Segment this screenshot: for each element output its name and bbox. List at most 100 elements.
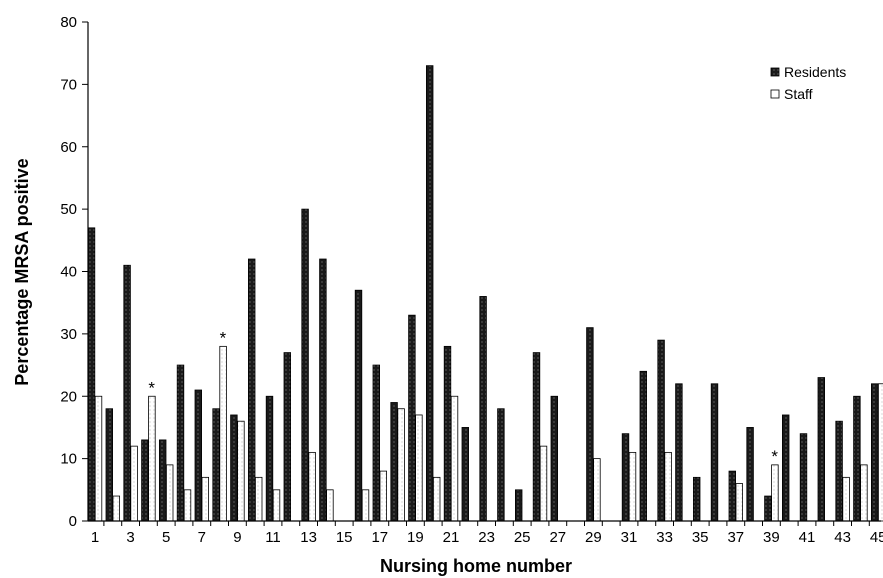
bar-staff-5 xyxy=(166,465,173,521)
bar-residents-13 xyxy=(302,209,309,521)
legend: Residents Staff xyxy=(771,64,846,102)
bar-residents-40 xyxy=(782,415,789,521)
bar-residents-5 xyxy=(159,440,166,521)
bar-staff-8 xyxy=(220,346,227,521)
y-ticks: 0 10 20 30 40 50 60 70 80 xyxy=(60,14,88,530)
bar-residents-7 xyxy=(195,390,202,521)
y-tick-label: 50 xyxy=(60,201,77,218)
bar-residents-14 xyxy=(320,259,327,521)
x-tick-label: 21 xyxy=(443,529,460,546)
legend-swatch-residents xyxy=(771,68,779,76)
bar-residents-26 xyxy=(533,353,540,521)
y-tick-label: 40 xyxy=(60,264,77,281)
bar-residents-22 xyxy=(462,427,469,521)
bar-staff-26 xyxy=(540,446,547,521)
x-tick-label: 31 xyxy=(621,529,638,546)
x-tick-label: 37 xyxy=(727,529,744,546)
x-axis-title: Nursing home number xyxy=(380,556,572,576)
x-tick-label: 35 xyxy=(692,529,709,546)
bar-staff-18 xyxy=(398,409,405,521)
bar-residents-8 xyxy=(213,409,220,521)
bar-residents-45 xyxy=(871,384,878,521)
bar-residents-3 xyxy=(124,265,131,521)
bar-residents-35 xyxy=(693,477,700,521)
bar-residents-44 xyxy=(854,396,861,521)
bar-staff-31 xyxy=(629,452,636,521)
x-tick-label: 25 xyxy=(514,529,531,546)
bar-staff-33 xyxy=(665,452,672,521)
bar-residents-43 xyxy=(836,421,843,521)
x-tick-label: 29 xyxy=(585,529,602,546)
bar-residents-24 xyxy=(498,409,505,521)
bar-residents-21 xyxy=(444,346,451,521)
x-tick-label: 11 xyxy=(265,529,281,546)
bar-residents-31 xyxy=(622,434,629,521)
bar-staff-13 xyxy=(309,452,316,521)
bar-residents-1 xyxy=(88,228,95,521)
bar-residents-10 xyxy=(248,259,255,521)
x-tick-label: 45 xyxy=(870,529,883,546)
bar-residents-29 xyxy=(587,328,594,521)
significance-asterisk: * xyxy=(148,378,155,397)
bar-staff-14 xyxy=(327,490,334,521)
bar-staff-7 xyxy=(202,477,209,521)
bar-staff-9 xyxy=(238,421,245,521)
y-tick-label: 20 xyxy=(60,388,77,405)
bar-residents-19 xyxy=(409,315,416,521)
bar-residents-34 xyxy=(676,384,683,521)
bar-residents-16 xyxy=(355,290,362,521)
bar-residents-27 xyxy=(551,396,558,521)
y-tick-label: 0 xyxy=(69,513,77,530)
significance-asterisk: * xyxy=(220,328,227,347)
bar-staff-43 xyxy=(843,477,850,521)
bar-staff-21 xyxy=(451,396,458,521)
bar-staff-1 xyxy=(95,396,102,521)
x-tick-label: 15 xyxy=(336,529,353,546)
bar-residents-12 xyxy=(284,353,291,521)
bar-staff-29 xyxy=(594,459,601,521)
x-tick-label: 7 xyxy=(198,529,206,546)
legend-swatch-staff xyxy=(771,90,779,98)
bar-residents-18 xyxy=(391,402,398,521)
bar-staff-17 xyxy=(380,471,387,521)
bar-residents-6 xyxy=(177,365,184,521)
bar-staff-3 xyxy=(131,446,138,521)
bar-residents-36 xyxy=(711,384,718,521)
legend-label-residents: Residents xyxy=(784,64,846,80)
x-ticks: 1 3 5 7 9 11 13 15 17 19 21 23 25 27 29 31 33 35 37 39 41 43 4… xyxy=(91,521,883,546)
bar-staff-11 xyxy=(273,490,280,521)
bar-residents-38 xyxy=(747,427,754,521)
x-tick-label: 43 xyxy=(834,529,851,546)
x-tick-label: 33 xyxy=(656,529,673,546)
y-tick-label: 80 xyxy=(60,14,77,31)
x-tick-label: 9 xyxy=(233,529,241,546)
bar-residents-25 xyxy=(515,490,522,521)
y-tick-label: 10 xyxy=(60,451,77,468)
y-tick-label: 70 xyxy=(60,76,77,93)
x-tick-label: 13 xyxy=(300,529,317,546)
bar-residents-37 xyxy=(729,471,736,521)
bar-residents-42 xyxy=(818,378,825,521)
bar-residents-41 xyxy=(800,434,807,521)
bar-staff-6 xyxy=(184,490,191,521)
bar-staff-10 xyxy=(255,477,262,521)
bar-residents-9 xyxy=(231,415,238,521)
bar-staff-20 xyxy=(433,477,440,521)
bar-residents-33 xyxy=(658,340,665,521)
bar-staff-44 xyxy=(861,465,868,521)
significance-asterisk: * xyxy=(771,447,778,466)
bar-residents-20 xyxy=(426,66,433,521)
legend-label-staff: Staff xyxy=(784,86,813,102)
bar-staff-19 xyxy=(416,415,423,521)
x-tick-label: 17 xyxy=(371,529,388,546)
x-tick-label: 39 xyxy=(763,529,780,546)
bar-staff-2 xyxy=(113,496,120,521)
bar-residents-4 xyxy=(142,440,149,521)
y-tick-label: 30 xyxy=(60,326,77,343)
y-axis-title: Percentage MRSA positive xyxy=(12,158,32,385)
bars-layer xyxy=(88,66,883,521)
bar-staff-4 xyxy=(149,396,156,521)
bar-staff-16 xyxy=(362,490,369,521)
x-tick-label: 27 xyxy=(549,529,566,546)
